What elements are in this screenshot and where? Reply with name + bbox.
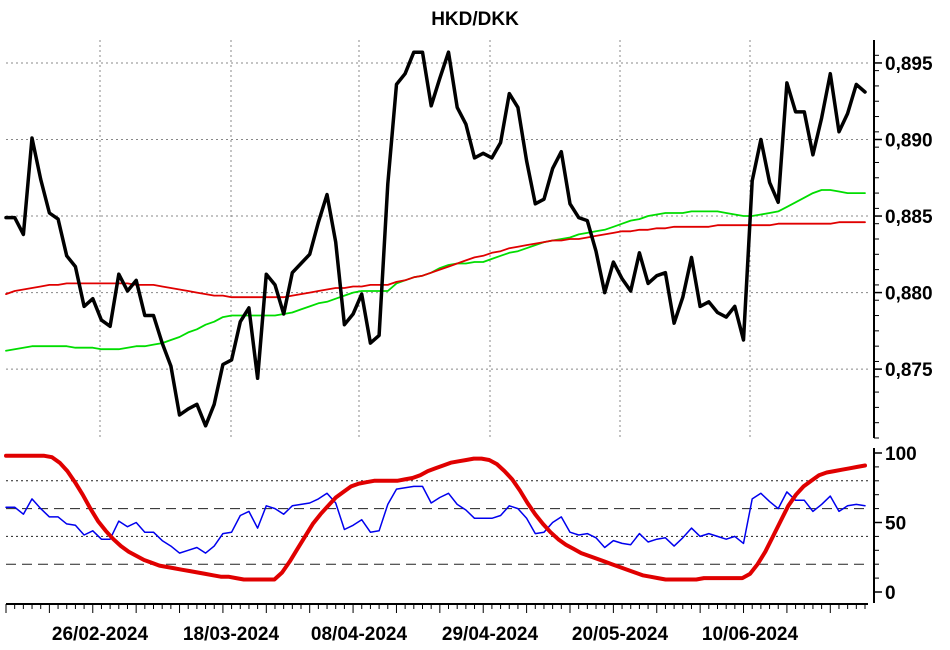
x-tick-label: 29/04-2024	[442, 624, 539, 645]
oscillator-y-tick-label: 100	[885, 444, 917, 465]
moving-average-red-line	[5, 221, 866, 299]
x-tick-label: 18/03-2024	[183, 624, 280, 645]
oscillator-y-tick-label: 0	[885, 583, 896, 604]
oscillator-y-tick-label: 50	[885, 514, 906, 535]
price-y-tick-label: 0,880	[885, 284, 933, 305]
price-line	[4, 50, 867, 428]
x-tick-label: 10/06-2024	[702, 624, 799, 645]
price-plot-area	[6, 40, 868, 438]
price-y-tick-label: 0,885	[885, 207, 933, 228]
x-tick-label: 20/05-2024	[572, 624, 669, 645]
x-tick-label: 26/02-2024	[52, 624, 149, 645]
oscillator-blue-line	[5, 485, 866, 554]
price-y-tick-label: 0,875	[885, 360, 933, 381]
chart-title: HKD/DKK	[431, 9, 519, 30]
price-y-tick-label: 0,895	[885, 54, 933, 75]
oscillator-red-line	[4, 453, 867, 582]
price-y-tick-label: 0,890	[885, 131, 933, 152]
x-tick-label: 08/04-2024	[311, 624, 408, 645]
